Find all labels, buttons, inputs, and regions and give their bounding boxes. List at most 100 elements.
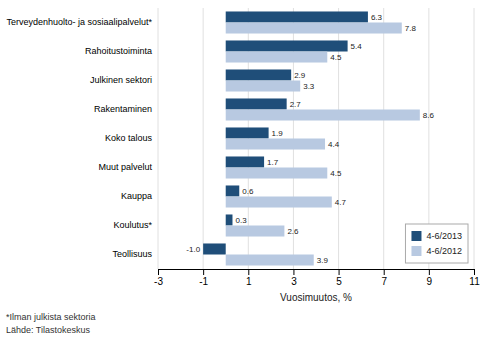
bar xyxy=(226,23,402,34)
x-tick: 9 xyxy=(427,269,433,287)
legend-label: 4-6/2013 xyxy=(426,231,462,241)
data-label: 7.8 xyxy=(405,24,417,33)
x-tick-mark xyxy=(203,269,204,275)
bar xyxy=(226,52,328,63)
x-axis-title: Vuosimuutos, % xyxy=(280,292,352,303)
data-label: 4.4 xyxy=(328,140,340,149)
grid xyxy=(158,8,474,269)
y-tick: Julkinen sektori xyxy=(90,75,152,85)
x-tick: 7 xyxy=(381,269,387,287)
x-tick-label: 11 xyxy=(469,276,480,287)
x-tick-label: -3 xyxy=(154,276,163,287)
y-tick-label: Julkinen sektori xyxy=(90,75,152,85)
grid-line xyxy=(383,8,384,269)
y-axis: Teollisuus Koulutus* Kauppa Muut palvelut Ko… xyxy=(6,17,152,259)
x-tick: -1 xyxy=(199,269,208,287)
data-label: 1.7 xyxy=(267,158,279,167)
bar-series xyxy=(226,23,420,266)
y-tick: Kauppa xyxy=(121,191,152,201)
y-tick: Koulutus* xyxy=(113,220,152,230)
y-tick-label: Koulutus* xyxy=(113,220,152,230)
x-tick-mark xyxy=(429,269,430,275)
data-label: 2.9 xyxy=(294,71,306,80)
data-label: 6.3 xyxy=(371,13,383,22)
x-axis-line xyxy=(159,270,475,276)
x-tick-mark xyxy=(158,269,159,275)
data-label: 1.9 xyxy=(272,129,284,138)
x-tick: 5 xyxy=(336,269,342,287)
x-tick-label: 5 xyxy=(336,276,342,287)
footnote: *Ilman julkista sektoria xyxy=(6,312,96,322)
x-tick: 3 xyxy=(291,269,297,287)
grid-line xyxy=(203,8,204,269)
data-label: 4.7 xyxy=(335,198,347,207)
bar xyxy=(226,255,314,266)
x-tick: -3 xyxy=(154,269,163,287)
y-tick: Terveydenhuolto- ja sosiaalipalvelut* xyxy=(6,17,152,27)
y-tick: Rakentaminen xyxy=(94,104,152,114)
bar-series xyxy=(203,11,368,254)
bar xyxy=(226,11,368,22)
y-tick: Koko talous xyxy=(105,133,153,143)
data-label: -1.0 xyxy=(186,245,200,254)
bar xyxy=(226,69,291,80)
x-tick-mark xyxy=(384,269,385,275)
x-tick: 11 xyxy=(469,269,480,287)
legend-box xyxy=(405,224,468,263)
x-tick-label: 7 xyxy=(381,276,387,287)
y-tick-label: Muut palvelut xyxy=(98,162,152,172)
legend-swatch xyxy=(411,231,421,241)
bar xyxy=(226,81,300,92)
x-tick-label: 3 xyxy=(291,276,297,287)
data-labels: -1.00.30.61.71.92.72.95.46.33.92.64.74.5… xyxy=(186,13,434,265)
chart: -3 -1 1 3 5 7 9 11 Teollisuus Koulutus* Kauppa Muut… xyxy=(0,0,496,341)
y-tick: Teollisuus xyxy=(112,249,152,259)
legend: 4-6/2013 4-6/2012 xyxy=(405,224,468,263)
bar xyxy=(226,197,332,208)
y-tick-label: Teollisuus xyxy=(112,249,152,259)
x-tick-mark xyxy=(248,269,249,275)
legend-label: 4-6/2012 xyxy=(426,246,462,256)
bar xyxy=(226,110,420,121)
data-label: 8.6 xyxy=(423,111,435,120)
bar xyxy=(226,185,240,196)
legend-item: 4-6/2013 xyxy=(411,231,462,241)
bars xyxy=(203,11,420,265)
legend-swatch xyxy=(411,246,421,256)
data-label: 2.7 xyxy=(290,100,302,109)
bar xyxy=(226,127,269,138)
bar xyxy=(226,139,325,150)
x-tick-label: 9 xyxy=(427,276,433,287)
y-tick: Muut palvelut xyxy=(98,162,152,172)
footnote: Lähde: Tilastokeskus xyxy=(6,325,91,335)
bar xyxy=(226,226,285,237)
grid-line xyxy=(158,8,159,269)
x-tick-mark xyxy=(293,269,294,275)
data-label: 3.9 xyxy=(317,256,329,265)
bar xyxy=(226,98,287,109)
y-tick-label: Rahoitustoiminta xyxy=(85,46,152,56)
bar xyxy=(226,156,264,167)
grid-line xyxy=(474,8,475,269)
data-label: 4.5 xyxy=(330,53,342,62)
y-tick: Rahoitustoiminta xyxy=(85,46,152,56)
plot: -3 -1 1 3 5 7 9 11 Teollisuus Koulutus* Kauppa Muut… xyxy=(6,8,480,287)
x-axis: -3 -1 1 3 5 7 9 11 xyxy=(154,269,480,287)
bar xyxy=(226,40,348,51)
data-label: 0.3 xyxy=(235,216,247,225)
y-tick-label: Kauppa xyxy=(121,191,152,201)
x-tick: 1 xyxy=(246,269,252,287)
bar xyxy=(203,243,226,254)
data-label: 3.3 xyxy=(303,82,315,91)
x-tick-mark xyxy=(339,269,340,275)
bar xyxy=(226,214,233,225)
y-tick-label: Terveydenhuolto- ja sosiaalipalvelut* xyxy=(6,17,152,27)
y-tick-label: Koko talous xyxy=(105,133,153,143)
data-label: 2.6 xyxy=(287,227,299,236)
x-tick-label: -1 xyxy=(199,276,208,287)
data-label: 5.4 xyxy=(351,42,363,51)
x-tick-mark xyxy=(474,269,475,275)
y-tick-label: Rakentaminen xyxy=(94,104,152,114)
data-label: 4.5 xyxy=(330,169,342,178)
legend-item: 4-6/2012 xyxy=(411,246,462,256)
